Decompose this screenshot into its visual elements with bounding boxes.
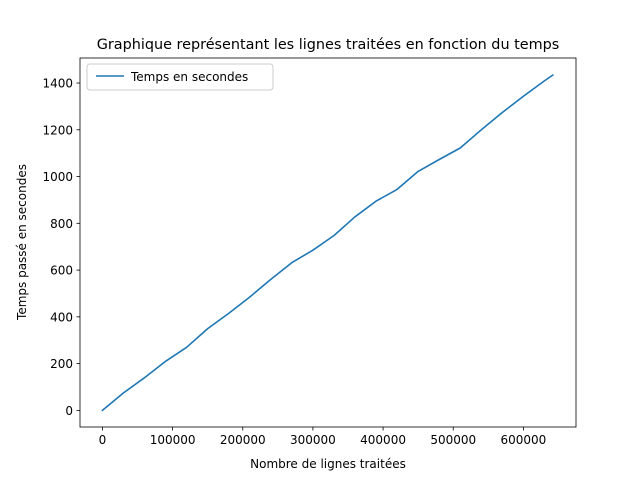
series-line (101, 73, 554, 412)
x-tick-label: 300000 (290, 433, 336, 447)
y-axis-label: Temps passé en secondes (15, 164, 29, 321)
x-tick-label: 400000 (360, 433, 406, 447)
x-tick-label: 500000 (430, 433, 476, 447)
y-tick-label: 200 (50, 357, 73, 371)
y-tick-label: 1200 (42, 123, 73, 137)
x-tick-label: 200000 (220, 433, 266, 447)
legend-label: Temps en secondes (130, 70, 248, 84)
x-axis-ticks: 0 100000 200000 300000 400000 500000 600000 (99, 427, 546, 447)
y-tick-label: 800 (50, 217, 73, 231)
legend-box (86, 63, 274, 91)
y-tick-label: 400 (50, 310, 73, 324)
x-tick-label: 100000 (150, 433, 196, 447)
x-tick-label: 600000 (500, 433, 546, 447)
axes-frame (79, 57, 577, 428)
series-layer (101, 73, 554, 412)
y-tick-label: 0 (65, 404, 73, 418)
chart-title: Graphique représentant les lignes traité… (97, 37, 560, 53)
y-axis-ticks: 0 200 400 600 800 1000 1200 1400 (42, 77, 80, 418)
legend: Temps en secondes (86, 63, 274, 91)
x-axis-label: Nombre de lignes traitées (250, 457, 406, 471)
x-tick-label: 0 (99, 433, 107, 447)
y-tick-label: 600 (50, 264, 73, 278)
plot-area: 0 100000 200000 300000 400000 500000 600000 0 2… (42, 57, 577, 447)
y-tick-label: 1400 (42, 77, 73, 91)
y-tick-label: 1000 (42, 170, 73, 184)
